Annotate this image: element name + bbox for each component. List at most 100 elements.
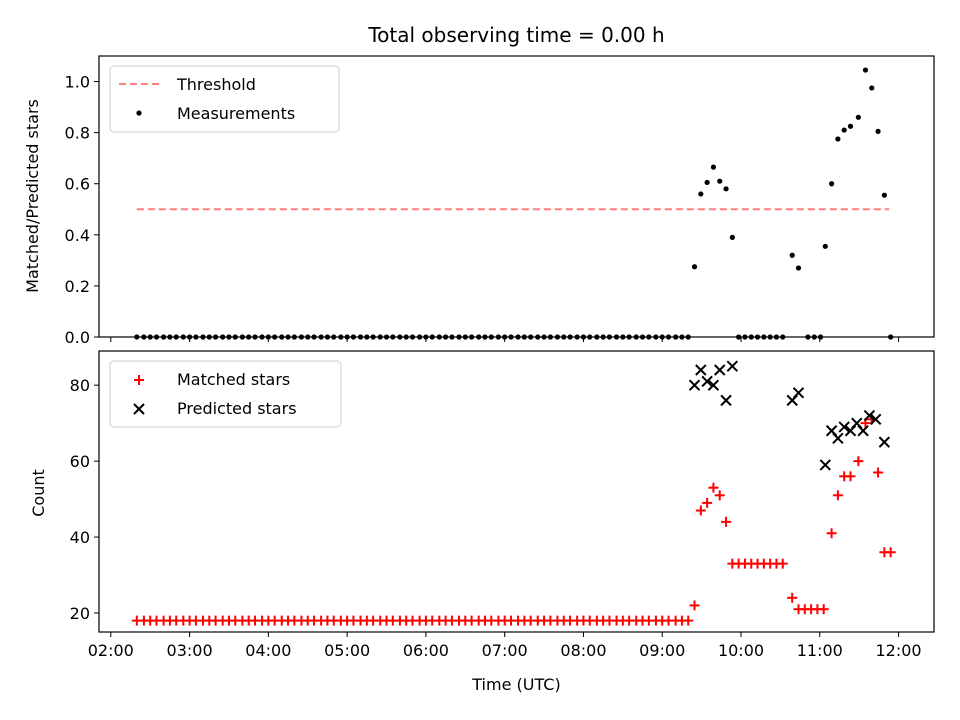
x-tick-label: 06:00 <box>403 641 449 660</box>
legend-measurements-label: Measurements <box>177 104 295 123</box>
legend-matched-swatch <box>134 375 144 385</box>
matched-star-point <box>826 528 837 539</box>
predicted-star-point <box>819 459 831 471</box>
y-tick-label: 40 <box>70 528 90 547</box>
measurement-point <box>847 123 854 129</box>
x-tick-label: 04:00 <box>245 641 291 660</box>
measurement-point <box>862 67 869 73</box>
predicted-star-point <box>726 360 739 372</box>
predicted-star-point <box>792 387 805 399</box>
measurement-point <box>822 243 828 249</box>
bottom-y-axis-label: Count <box>29 469 48 517</box>
matched-star-point <box>689 600 700 611</box>
predicted-star-stroke-b <box>825 425 838 437</box>
predicted-star-point <box>688 379 701 391</box>
bottom-axis-ticks: 02:00 03:00 04:00 05:00 06:00 07:00 08:00 09:00… <box>70 376 922 660</box>
predicted-star-stroke-b <box>870 413 882 426</box>
predicted-star-point <box>857 425 869 437</box>
y-tick-label: 1.0 <box>65 73 90 92</box>
matched-star-point <box>853 456 864 467</box>
measurement-point <box>795 265 802 271</box>
y-tick-label: 0.8 <box>65 124 90 143</box>
predicted-star-point <box>863 409 876 422</box>
predicted-star-stroke-b <box>838 421 850 433</box>
top-plot-frame <box>98 55 935 338</box>
legend-measurements-swatch <box>136 110 142 116</box>
matched-stars-points <box>131 414 896 626</box>
y-tick-label: 60 <box>70 452 90 471</box>
matched-star-point <box>873 467 884 478</box>
predicted-star-point <box>720 394 732 407</box>
measurement-point <box>828 181 835 187</box>
predicted-star-stroke-b <box>857 425 869 437</box>
x-tick-label: 08:00 <box>560 641 606 660</box>
legend-predicted-swatch <box>133 403 145 415</box>
predicted-star-stroke-b <box>695 364 707 376</box>
top-legend: Threshold Measurements <box>109 65 340 133</box>
bottom-legend-box <box>109 360 342 428</box>
legend-matched-label: Matched stars <box>177 370 290 389</box>
predicted-stars-points <box>688 360 891 471</box>
predicted-star-point <box>870 413 882 426</box>
x-tick-label: 09:00 <box>639 641 685 660</box>
predicted-star-stroke-b <box>863 409 876 422</box>
predicted-star-stroke-b <box>792 387 805 399</box>
predicted-star-stroke-b <box>726 360 739 372</box>
predicted-star-stroke-b <box>851 417 863 429</box>
matched-star-point <box>714 490 725 501</box>
x-tick-label: 12:00 <box>875 641 921 660</box>
y-tick-label: 0.6 <box>65 175 90 194</box>
measurement-point <box>691 264 698 270</box>
matched-star-point <box>787 592 798 603</box>
y-tick-label: 0.2 <box>65 277 90 296</box>
predicted-star-stroke-b <box>701 375 713 388</box>
top-legend-box <box>109 65 340 133</box>
matched-star-point <box>885 547 896 558</box>
measurement-point <box>875 128 881 134</box>
predicted-star-stroke-b <box>714 364 726 376</box>
count-panel: Count Time (UTC) 02:00 03:00 04:00 05:00 06:… <box>29 350 935 694</box>
ratio-panel: Total observing time = 0.00 h Matched/Pr… <box>23 23 935 347</box>
predicted-star-stroke-b <box>707 379 720 391</box>
predicted-star-point <box>838 421 850 433</box>
chart-title: Total observing time = 0.00 h <box>367 23 664 47</box>
y-tick-label: 0.4 <box>65 226 90 245</box>
measurement-points <box>134 67 894 340</box>
x-tick-label: 05:00 <box>324 641 370 660</box>
measurement-point <box>855 114 861 120</box>
legend-threshold-label: Threshold <box>176 75 256 94</box>
measurement-point <box>710 164 717 170</box>
measurement-point <box>704 179 710 186</box>
y-tick-label: 80 <box>70 376 90 395</box>
predicted-star-stroke-b <box>720 394 732 407</box>
predicted-star-stroke-b <box>688 379 701 391</box>
measurement-point <box>723 186 729 192</box>
x-axis-label: Time (UTC) <box>471 675 560 694</box>
predicted-star-stroke-b <box>878 436 891 448</box>
predicted-star-point <box>878 436 891 448</box>
matched-star-point <box>721 516 732 527</box>
measurement-point <box>789 252 795 258</box>
measurement-point <box>835 136 841 142</box>
matched-star-point <box>777 558 788 569</box>
top-axis-ticks: 0.0 0.2 0.4 0.6 0.8 1.0 <box>65 73 900 347</box>
predicted-star-point <box>714 364 726 376</box>
predicted-star-stroke-b <box>832 432 844 445</box>
bottom-plot-frame <box>98 350 935 633</box>
y-tick-label: 0.0 <box>65 328 90 347</box>
y-tick-label: 20 <box>70 604 90 623</box>
x-tick-label: 10:00 <box>718 641 764 660</box>
predicted-star-stroke-b <box>819 459 831 471</box>
predicted-star-point <box>701 375 713 388</box>
x-tick-label: 11:00 <box>797 641 843 660</box>
predicted-star-point <box>832 432 844 445</box>
matched-star-point <box>832 490 843 501</box>
measurement-point <box>698 191 704 197</box>
measurement-point <box>881 192 887 198</box>
matched-star-point <box>683 615 694 626</box>
x-tick-label: 03:00 <box>167 641 213 660</box>
measurement-point <box>717 178 723 184</box>
legend-predicted-label: Predicted stars <box>177 399 297 418</box>
predicted-star-point <box>707 379 720 391</box>
